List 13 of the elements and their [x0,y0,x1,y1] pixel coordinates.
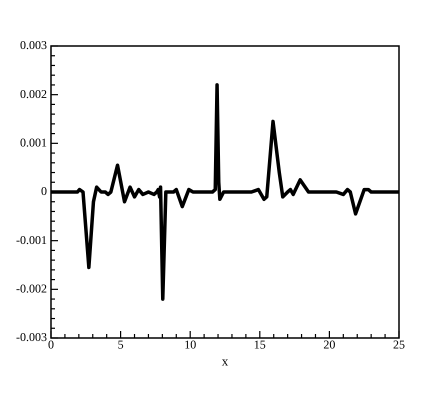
x-tick-label: 25 [393,337,405,352]
y-tick-label: 0.002 [20,86,47,101]
y-tick-label: -0.001 [16,232,47,247]
y-tick-label: -0.002 [16,281,47,296]
x-tick-label: 15 [254,337,266,352]
y-tick-label: -0.003 [16,330,47,344]
x-tick-label: 10 [184,337,196,352]
y-tick-label: 0 [40,184,47,198]
x-tick-label: 5 [118,337,124,352]
x-tick-label: 20 [323,337,336,352]
y-tick-label: 0.003 [20,38,47,52]
x-axis-title: x [222,354,229,369]
y-tick-label: 0.001 [20,135,47,150]
